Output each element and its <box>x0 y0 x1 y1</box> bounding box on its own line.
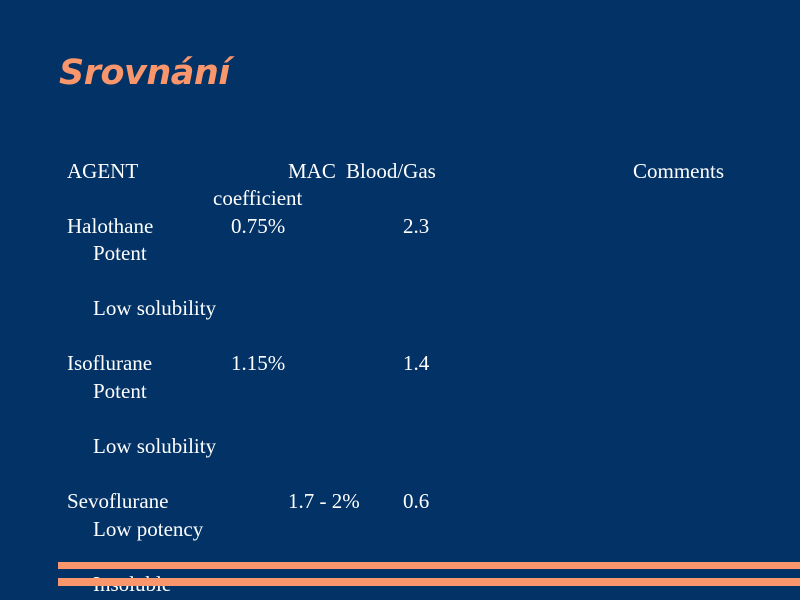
row-halothane-comment-1: Potent <box>93 241 147 265</box>
slide-title: Srovnání <box>59 53 230 93</box>
row-sevoflurane-mac: 1.7 - 2% <box>288 489 360 513</box>
row-halothane-mac: 0.75% <box>231 214 286 238</box>
header-mac: MAC <box>288 159 336 183</box>
row-sevoflurane-blood-gas: 0.6 <box>403 489 430 513</box>
header-agent: AGENT <box>67 159 139 183</box>
row-isoflurane-comment-2: Low solubility <box>93 434 217 458</box>
row-halothane-comment-2: Low solubility <box>93 296 217 320</box>
row-isoflurane-blood-gas: 1.4 <box>403 351 430 375</box>
row-isoflurane-mac: 1.15% <box>231 351 286 375</box>
row-sevoflurane-agent: Sevoflurane <box>67 489 169 513</box>
row-halothane-blood-gas: 2.3 <box>403 214 430 238</box>
header-coefficient: coefficient <box>213 186 303 210</box>
row-isoflurane-comment-1: Potent <box>93 379 147 403</box>
row-isoflurane-agent: Isoflurane <box>67 351 153 375</box>
accent-rule-bottom <box>58 578 800 586</box>
header-comments: Comments <box>633 159 725 183</box>
row-halothane-agent: Halothane <box>67 214 154 238</box>
accent-rule-top <box>58 562 800 569</box>
header-blood-gas: Blood/Gas <box>346 159 436 183</box>
row-sevoflurane-comment-1: Low potency <box>93 517 204 541</box>
